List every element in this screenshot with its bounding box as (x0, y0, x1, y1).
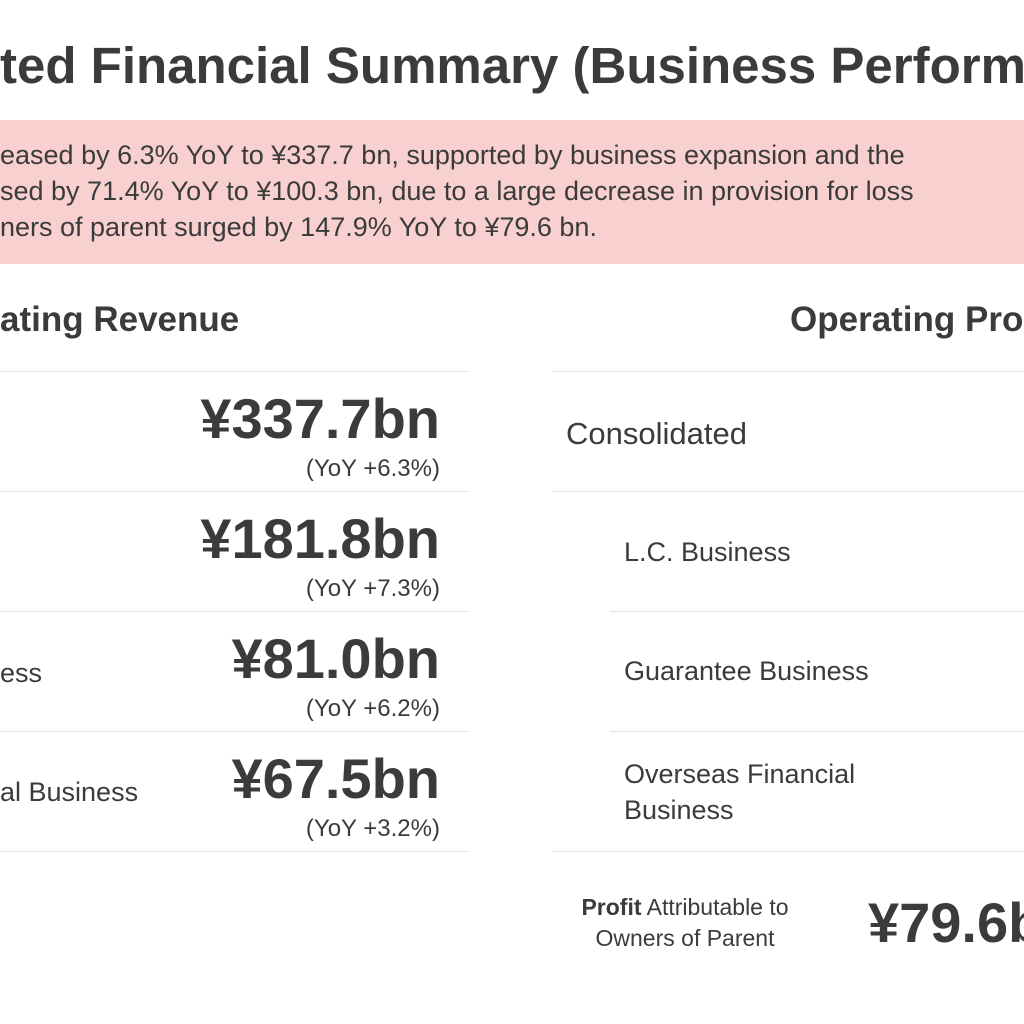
profit-section-title: Operating Pro (790, 300, 1024, 339)
revenue-section-title: ating Revenue (0, 300, 240, 339)
profit-attributable-label: Profit Attributable to Owners of Parent (556, 892, 814, 954)
profit-row-label: L.C. Business (624, 537, 791, 567)
revenue-value: ¥337.7bn (200, 387, 440, 450)
profit-attributable-label-rest: Attributable to Owners of Parent (595, 894, 789, 951)
divider (552, 371, 1024, 372)
divider (0, 851, 468, 852)
divider (552, 851, 1024, 852)
summary-banner: eased by 6.3% YoY to ¥337.7 bn, supporte… (0, 120, 1024, 264)
profit-attributable-value: ¥79.6b (868, 891, 1024, 954)
divider (0, 491, 468, 492)
revenue-value: ¥81.0bn (231, 627, 440, 690)
revenue-yoy: (YoY +7.3%) (305, 575, 440, 602)
divider (552, 491, 1024, 492)
summary-line: sed by 71.4% YoY to ¥100.3 bn, due to a … (0, 176, 914, 206)
revenue-row-label: al Business (0, 777, 139, 807)
summary-line: ners of parent surged by 147.9% YoY to ¥… (0, 212, 597, 242)
revenue-yoy: (YoY +3.2%) (305, 815, 440, 842)
profit-row-label: Overseas Financial Business (624, 759, 856, 825)
page-title: ted Financial Summary (Business Perform (0, 37, 1024, 94)
revenue-value: ¥181.8bn (200, 507, 440, 570)
revenue-row-label: ess (0, 658, 43, 688)
revenue-yoy: (YoY +6.2%) (305, 695, 440, 722)
profit-row-label: Consolidated (566, 416, 747, 451)
profit-row-label: Guarantee Business (624, 656, 869, 686)
divider (0, 611, 468, 612)
revenue-yoy: (YoY +6.3%) (305, 455, 440, 482)
profit-attributable-label-bold: Profit (581, 894, 642, 920)
summary-line: eased by 6.3% YoY to ¥337.7 bn, supporte… (0, 140, 905, 170)
divider (0, 731, 468, 732)
revenue-value: ¥67.5bn (231, 747, 440, 810)
divider (610, 731, 1024, 732)
divider (610, 611, 1024, 612)
divider (0, 371, 468, 372)
